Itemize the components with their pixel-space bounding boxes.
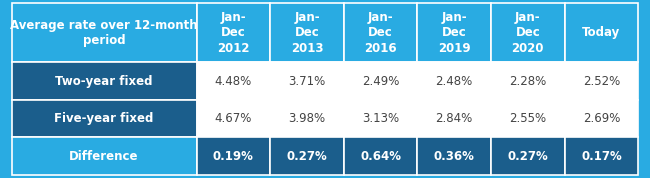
Bar (196, 62, 270, 100)
Bar (12, 3, 196, 62)
Text: Jan-
Dec
2013: Jan- Dec 2013 (291, 11, 323, 55)
Bar (344, 62, 417, 100)
Bar (196, 137, 270, 175)
Text: 2.49%: 2.49% (362, 75, 399, 88)
Text: 0.17%: 0.17% (581, 150, 622, 163)
Text: 0.64%: 0.64% (360, 150, 401, 163)
Bar (491, 3, 565, 62)
Bar (565, 137, 638, 175)
Text: Jan-
Dec
2019: Jan- Dec 2019 (438, 11, 471, 55)
Text: 4.48%: 4.48% (214, 75, 252, 88)
Bar (270, 137, 344, 175)
Bar (491, 100, 565, 137)
Bar (565, 100, 638, 137)
Text: Two-year fixed: Two-year fixed (55, 75, 153, 88)
Bar (417, 62, 491, 100)
Bar (344, 100, 417, 137)
Text: 2.69%: 2.69% (583, 112, 620, 125)
Text: 2.84%: 2.84% (436, 112, 473, 125)
Text: Jan-
Dec
2020: Jan- Dec 2020 (512, 11, 544, 55)
Bar (565, 3, 638, 62)
Bar (270, 3, 344, 62)
Text: 3.98%: 3.98% (289, 112, 326, 125)
Text: 0.36%: 0.36% (434, 150, 474, 163)
Bar (270, 62, 344, 100)
Bar (417, 137, 491, 175)
Bar (565, 62, 638, 100)
Bar (196, 100, 270, 137)
Text: 3.71%: 3.71% (289, 75, 326, 88)
Text: Average rate over 12-month
period: Average rate over 12-month period (10, 19, 198, 47)
Text: 0.19%: 0.19% (213, 150, 254, 163)
Text: Difference: Difference (70, 150, 139, 163)
Bar (196, 3, 270, 62)
Bar (491, 137, 565, 175)
Bar (344, 137, 417, 175)
Bar (417, 3, 491, 62)
Text: 2.55%: 2.55% (510, 112, 547, 125)
Bar (417, 100, 491, 137)
Bar (12, 100, 196, 137)
Text: Jan-
Dec
2016: Jan- Dec 2016 (364, 11, 397, 55)
Text: 2.48%: 2.48% (436, 75, 473, 88)
Text: 2.52%: 2.52% (583, 75, 620, 88)
Bar (270, 100, 344, 137)
Text: 0.27%: 0.27% (508, 150, 548, 163)
Text: Today: Today (582, 26, 621, 39)
Text: 0.27%: 0.27% (287, 150, 328, 163)
Text: Five-year fixed: Five-year fixed (55, 112, 154, 125)
Bar (491, 62, 565, 100)
Bar (344, 3, 417, 62)
Bar (12, 137, 196, 175)
Text: 4.67%: 4.67% (214, 112, 252, 125)
Text: 2.28%: 2.28% (509, 75, 547, 88)
Text: Jan-
Dec
2012: Jan- Dec 2012 (217, 11, 250, 55)
Text: 3.13%: 3.13% (362, 112, 399, 125)
Bar (12, 62, 196, 100)
